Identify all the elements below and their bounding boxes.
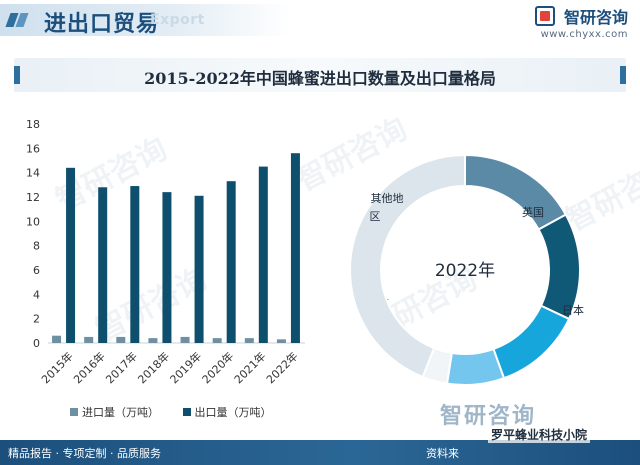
legend-swatch-import: [70, 408, 78, 416]
import-bar: [180, 336, 190, 343]
donut-center-label: 2022年: [435, 261, 495, 281]
slice-label-line: 其他地: [371, 192, 404, 205]
import-bar: [84, 336, 94, 343]
legend-label-import: 进口量（万吨）: [82, 406, 159, 419]
footer-services: 精品报告 · 专项定制 · 品质服务: [8, 447, 161, 460]
x-tick-label: 2020年: [199, 349, 236, 386]
y-tick-label: 2: [33, 313, 40, 326]
chart-title: 2015-2022年中国蜂蜜进出口数量及出口量格局: [144, 69, 496, 88]
header: 进出口贸易 Export 智研咨询 www.chyxx.com: [0, 0, 640, 44]
y-tick-label: 6: [33, 264, 40, 277]
brand-name: 智研咨询: [563, 8, 628, 27]
section-title: 进出口贸易: [44, 12, 160, 37]
x-tick-label: 2017年: [103, 349, 140, 386]
footer-logo: 智研咨询: [440, 404, 537, 429]
export-bar: [258, 166, 268, 343]
slice-label: 日本: [562, 303, 584, 317]
export-bar: [194, 195, 204, 343]
x-tick-label: 2015年: [38, 349, 75, 386]
x-tick-label: 2018年: [135, 349, 172, 386]
slice-label: 其他地区: [370, 192, 404, 223]
y-tick-label: 10: [26, 215, 40, 228]
title-bar: 2015-2022年中国蜂蜜进出口数量及出口量格局: [14, 58, 626, 92]
donut-slice: [445, 347, 506, 386]
y-tick-label: 8: [33, 240, 40, 253]
x-tick-label: 2016年: [70, 349, 107, 386]
bar-chart: 0 2 4 6 8 10 12 14 16 18 2015年2016年2017年2018年2019年…: [26, 118, 305, 386]
export-bar: [162, 192, 172, 343]
export-bar: [98, 187, 108, 343]
y-tick-label: 4: [33, 288, 40, 301]
import-bar: [212, 338, 222, 343]
x-tick-label: 2021年: [231, 349, 268, 386]
donut-slice: [492, 304, 571, 380]
header-band: [0, 4, 290, 36]
y-tick-label: 16: [26, 142, 40, 155]
footer-source: 资料来: [426, 447, 459, 460]
legend-swatch-export: [182, 408, 191, 416]
brand-logo-icon: [534, 6, 555, 26]
legend-label-export: 出口量（万吨）: [194, 406, 272, 419]
donut-slice: [464, 153, 568, 231]
section-ghost-text: Export: [150, 12, 205, 28]
legend-item-export: 出口量（万吨）: [182, 404, 272, 420]
import-bar: [276, 339, 286, 343]
slice-label-line: 区: [370, 210, 381, 223]
export-bar: [66, 167, 76, 343]
footer: 精品报告 · 专项定制 · 品质服务 资料来: [0, 440, 640, 465]
import-bar: [52, 335, 62, 343]
legend-item-import: 进口量（万吨）: [70, 404, 159, 420]
y-tick-label: 0: [33, 337, 40, 350]
import-bar: [148, 338, 158, 343]
brand: 智研咨询 www.chyxx.com: [534, 4, 628, 40]
donut-slice: [349, 153, 466, 379]
x-tick-label: 2022年: [263, 349, 300, 386]
export-bar: [226, 181, 236, 343]
import-bar: [244, 338, 254, 343]
y-tick-label: 14: [26, 167, 40, 180]
import-bar: [116, 336, 126, 343]
y-tick-label: 12: [26, 191, 40, 204]
slice-label: 英国: [522, 205, 544, 219]
header-slash-icon: [5, 12, 29, 31]
overlay-signature: 罗平蜂业科技小院: [488, 426, 591, 443]
x-tick-label: 2019年: [167, 349, 204, 386]
export-bar: [290, 153, 300, 343]
y-tick-label: 18: [26, 118, 40, 131]
donut-chart: 英国日本比利时波兰西班牙其他地区2022年: [349, 153, 584, 386]
brand-url: www.chyxx.com: [540, 29, 628, 40]
export-bar: [130, 186, 140, 343]
bar-legend: 进口量（万吨） 出口量（万吨）: [70, 404, 292, 420]
